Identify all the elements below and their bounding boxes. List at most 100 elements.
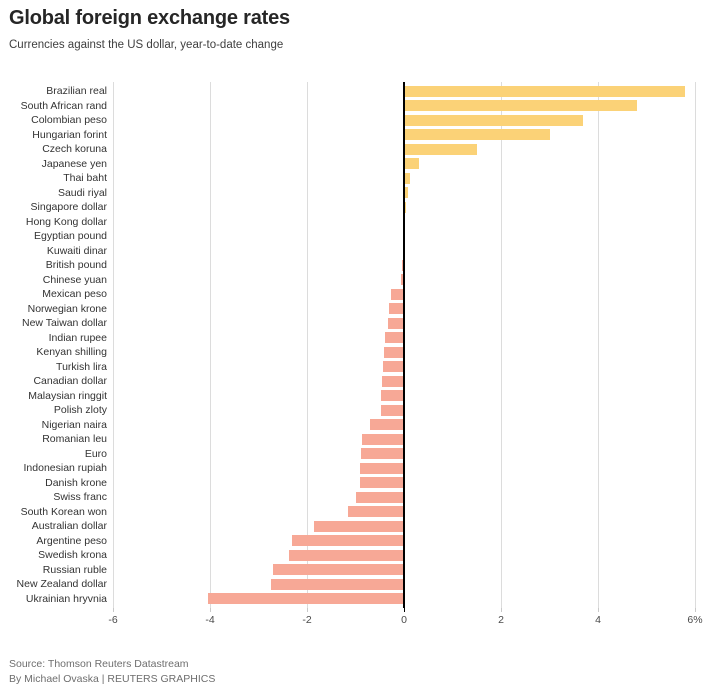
- axis-tick-label: -2: [302, 614, 312, 626]
- bar-row: Norwegian krone: [28, 302, 695, 317]
- value-bar: [289, 549, 404, 561]
- source-line: Source: Thomson Reuters Datastream: [9, 658, 189, 670]
- bar-row: Hungarian forint: [32, 128, 695, 143]
- page-title: Global foreign exchange rates: [9, 7, 290, 29]
- value-bar: [382, 361, 404, 372]
- bar-row: New Zealand dollar: [17, 577, 695, 592]
- plot-area: Brazilian real South African rand Colombia…: [17, 82, 703, 626]
- bar-row: Swedish krona: [38, 548, 695, 563]
- value-bar: [401, 259, 404, 271]
- category-label: Romanian leu: [42, 433, 107, 445]
- axis-tick: [598, 608, 599, 612]
- bar-row: Brazilian real: [46, 84, 695, 99]
- value-bar: [390, 288, 404, 300]
- bar-row: Turkish lira: [56, 360, 695, 375]
- bar-row: Japanese yen: [42, 157, 695, 172]
- axis-tick: [210, 608, 211, 612]
- category-label: Singapore dollar: [30, 201, 107, 213]
- bar-row: British pound: [46, 258, 695, 273]
- category-label: Colombian peso: [31, 114, 107, 126]
- axis-tick-label: 2: [498, 614, 504, 626]
- value-bar: [359, 477, 404, 488]
- category-label: Hungarian forint: [32, 128, 107, 141]
- value-bar: [404, 143, 477, 155]
- category-label: Russian ruble: [42, 563, 107, 576]
- gridline: [113, 82, 114, 608]
- value-bar: [380, 404, 404, 416]
- category-label: Japanese yen: [41, 157, 107, 170]
- bar-row: Egyptian pound: [34, 229, 695, 244]
- axis-tick: [695, 608, 696, 612]
- category-label: Indian rupee: [48, 331, 107, 344]
- category-label: Polish zloty: [53, 404, 107, 416]
- value-bar: [273, 564, 404, 575]
- bar-row: Canadian dollar: [33, 374, 695, 389]
- category-label: Euro: [84, 447, 107, 460]
- bar-row: South Korean won: [21, 505, 695, 520]
- value-bar: [361, 448, 404, 459]
- category-label: Saudi riyal: [57, 186, 107, 199]
- category-label: Mexican peso: [42, 288, 107, 300]
- bar-row: Argentine peso: [36, 534, 695, 549]
- category-label: Brazilian real: [46, 85, 107, 97]
- category-label: South Korean won: [20, 505, 107, 518]
- bar-row: Mexican peso: [42, 287, 695, 302]
- value-bar: [404, 172, 410, 184]
- fx-bar-chart: Brazilian real South African rand Colombia…: [0, 82, 719, 627]
- category-label: Thai baht: [63, 172, 107, 184]
- value-bar: [348, 506, 404, 517]
- bar-row: Romanian leu: [42, 432, 695, 447]
- bar-row: South African rand: [21, 99, 695, 114]
- value-bar: [370, 419, 404, 430]
- axis-tick-label: 0: [401, 614, 407, 626]
- value-bar: [400, 274, 404, 285]
- bar-row: Thai baht: [63, 171, 695, 186]
- bar-row: Indonesian rupiah: [24, 461, 695, 476]
- axis-tick-label: 4: [595, 614, 601, 626]
- value-bar: [355, 491, 404, 503]
- gridline: [598, 82, 599, 608]
- bar-row: Saudi riyal: [58, 186, 695, 201]
- value-bar: [314, 520, 404, 532]
- chart-footer: Source: Thomson Reuters Datastream By Mi…: [9, 657, 215, 687]
- axis-tick: [501, 608, 502, 612]
- category-label: Australian dollar: [31, 520, 107, 532]
- bar-row: Indian rupee: [49, 331, 695, 346]
- value-bar: [270, 578, 404, 590]
- gridline: [307, 82, 308, 608]
- category-label: Malaysian ringgit: [28, 389, 107, 402]
- axis-tick: [307, 608, 308, 612]
- value-bar: [404, 85, 686, 97]
- category-label: Turkish lira: [56, 360, 107, 373]
- byline: By Michael Ovaska | REUTERS GRAPHICS: [9, 673, 216, 685]
- zero-baseline: [403, 82, 405, 608]
- category-label: New Zealand dollar: [16, 578, 107, 590]
- bar-row: Czech koruna: [42, 142, 695, 157]
- bar-row: Australian dollar: [32, 519, 695, 534]
- axis-tick: [404, 608, 405, 612]
- axis-tick-label: -4: [205, 614, 215, 626]
- value-bar: [207, 593, 404, 604]
- category-label: Danish krone: [45, 476, 107, 489]
- category-label: Argentine peso: [36, 534, 107, 547]
- category-label: New Taiwan dollar: [21, 317, 107, 329]
- bar-row: Chinese yuan: [43, 273, 695, 288]
- value-bar: [292, 535, 404, 546]
- chart-header: Global foreign exchange rates Currencies…: [0, 0, 719, 51]
- value-bar: [404, 129, 550, 140]
- category-label: Chinese yuan: [42, 273, 107, 286]
- category-label: Ukrainian hryvnia: [25, 592, 107, 605]
- gridline: [210, 82, 211, 608]
- category-label: South African rand: [20, 99, 107, 112]
- bar-row: Nigerian naira: [42, 418, 695, 433]
- value-bar: [404, 158, 419, 169]
- gridline: [501, 82, 502, 608]
- value-bar: [362, 433, 404, 445]
- category-label: Czech koruna: [42, 143, 107, 155]
- category-label: Nigerian naira: [41, 418, 107, 431]
- chart-subtitle: Currencies against the US dollar, year-t…: [9, 39, 284, 51]
- x-axis: -6 -4 -2 0 2 4 6%: [108, 608, 703, 628]
- value-bar: [404, 114, 584, 126]
- bar-row: Polish zloty: [54, 403, 695, 418]
